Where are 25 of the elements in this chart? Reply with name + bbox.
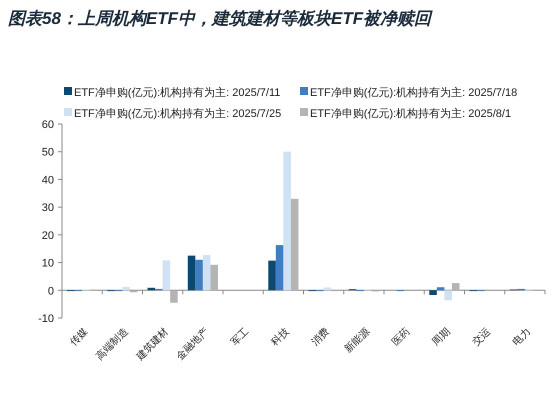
x-tick-label: 医药 (390, 326, 412, 348)
legend-label: ETF净申购(亿元):机构持有为主: 2025/7/18 (310, 86, 518, 99)
title: 图表58：上周机构ETF中，建筑建材等板块ETF被净赎回 (8, 9, 432, 28)
x-tick-label: 电力 (510, 326, 533, 348)
x-tick-label: 消费 (309, 326, 332, 348)
legend-label: ETF净申购(亿元):机构持有为主: 2025/7/25 (74, 107, 282, 120)
x-tick-label: 建筑建材 (133, 326, 171, 364)
x-tick-label: 高端制造 (94, 326, 130, 362)
x-tick-label: 周期 (430, 326, 452, 348)
x-tick-label: 金融地产 (174, 326, 211, 362)
y-tick-label: 30 (42, 202, 54, 214)
legend-label: ETF净申购(亿元):机构持有为主: 2025/7/11 (74, 86, 280, 99)
x-tick-label: 新能源 (342, 326, 372, 356)
y-tick-label: 20 (42, 230, 54, 242)
y-tick-label: 10 (42, 258, 54, 270)
legend-label: ETF净申购(亿元):机构持有为主: 2025/8/1 (310, 107, 512, 120)
x-tick-label: 科技 (268, 326, 292, 348)
y-tick-label: 60 (42, 119, 54, 131)
x-tick-label: 传媒 (68, 326, 90, 348)
x-tick-label: 军工 (229, 326, 252, 348)
y-tick-label: 50 (42, 146, 54, 159)
y-tick-label: -10 (38, 313, 54, 325)
y-tick-label: 0 (48, 285, 54, 298)
y-tick-label: 40 (42, 174, 54, 186)
x-tick-label: 交运 (470, 326, 493, 348)
